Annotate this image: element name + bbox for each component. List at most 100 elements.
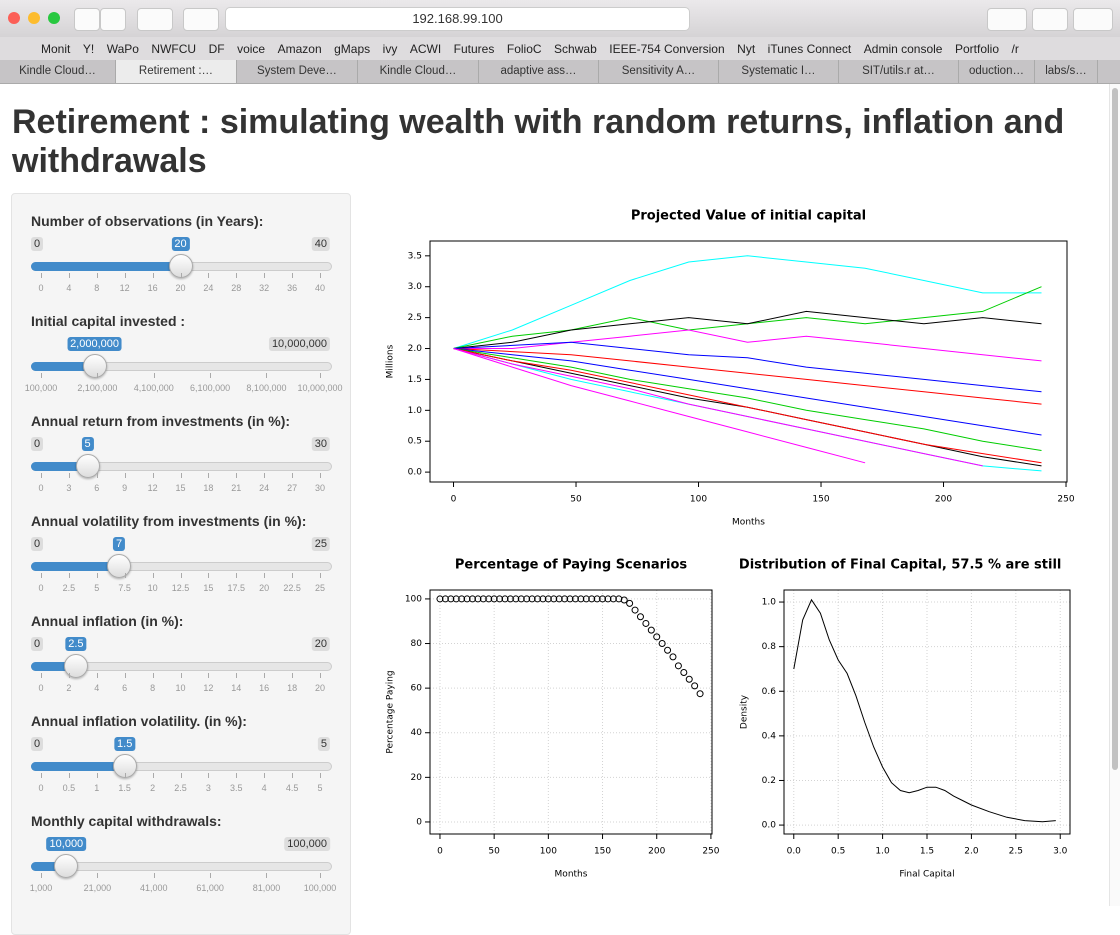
ghost-button[interactable] (183, 8, 219, 31)
slider-tick-label: 6 (94, 483, 100, 493)
slider-value: 2,000,000 (67, 337, 122, 351)
slider-thumb[interactable] (112, 754, 137, 778)
slider-max: 5 (317, 737, 330, 751)
slider-tick-label: 100,000 (303, 883, 337, 893)
forward-button[interactable] (100, 8, 126, 31)
download-button[interactable] (987, 8, 1027, 31)
slider-tick (96, 273, 98, 278)
plot-frame (783, 589, 1071, 835)
bookmark[interactable]: ivy (382, 41, 398, 56)
page-heading: Retirement : simulating wealth with rand… (12, 103, 1065, 180)
tab[interactable]: labs/s… (1035, 60, 1098, 83)
slider-tick-label: 10 (175, 683, 186, 693)
slider-tick (180, 273, 182, 278)
bookmark[interactable]: ACWI (409, 41, 442, 56)
x-axis-label: Months (732, 518, 765, 528)
slider-fill (31, 262, 181, 271)
slider-tick-label: 41,000 (139, 883, 168, 893)
slider-tick (152, 673, 154, 678)
address-bar[interactable]: 192.168.99.100 (225, 7, 690, 31)
slider-thumb[interactable] (107, 554, 132, 578)
data-line (453, 348, 1042, 451)
share-button[interactable] (1032, 8, 1068, 31)
data-line (453, 348, 983, 467)
tab[interactable]: Kindle Cloud… (0, 60, 116, 83)
slider-tick-label: 21 (231, 483, 242, 493)
data-point (436, 595, 444, 603)
slider-tick-label: 6 (122, 683, 128, 693)
back-button[interactable] (74, 8, 100, 31)
slider-tick (97, 873, 99, 878)
tab[interactable]: Kindle Cloud… (358, 60, 479, 83)
bookmark[interactable]: Portfolio (954, 41, 1000, 56)
slider-thumb[interactable] (54, 854, 79, 878)
bookmark[interactable]: Nyt (737, 41, 756, 56)
tab[interactable]: System Deve… (237, 60, 358, 83)
slider-thumb[interactable] (63, 654, 88, 678)
slider-tick-label: 7.5 (118, 583, 131, 593)
zoom-button[interactable] (48, 12, 60, 24)
bookmark[interactable]: Monit (41, 41, 71, 56)
x-tick-label: 250 (1057, 495, 1074, 505)
slider-tick (41, 773, 42, 778)
slider-tick-label: 17.5 (227, 583, 246, 593)
data-point (582, 595, 590, 603)
slider-tick (236, 573, 238, 578)
x-axis-label: Final Capital (899, 870, 954, 880)
bookmark[interactable]: IEEE-754 Conversion (609, 41, 725, 56)
bookmark[interactable]: Y! (82, 41, 95, 56)
y-axis-label: Density (740, 694, 750, 729)
slider-tick-label: 24 (203, 283, 214, 293)
y-tick-label: 0.8 (762, 642, 777, 652)
tab[interactable]: Systematic I… (719, 60, 839, 83)
tab[interactable]: SIT/utils.r at… (839, 60, 959, 83)
bookmark[interactable]: Schwab (554, 41, 597, 56)
slider-tick-label: 4 (66, 283, 72, 293)
slider-label: Annual inflation volatility. (in %): (31, 713, 247, 729)
slider-tick (320, 473, 321, 478)
slider-thumb[interactable] (82, 354, 107, 378)
close-button[interactable] (8, 12, 20, 24)
slider-tick (208, 673, 210, 678)
slider-tick (264, 573, 266, 578)
data-point (555, 595, 563, 603)
slider-tick (236, 673, 238, 678)
slider-tick-label: 8,100,000 (246, 383, 287, 393)
bookmark[interactable]: WaPo (106, 41, 139, 56)
tabs-button[interactable] (1073, 8, 1113, 31)
bookmark[interactable]: /r (1011, 41, 1019, 56)
bookmark[interactable]: DF (208, 41, 225, 56)
bookmark[interactable]: Admin console (863, 41, 943, 56)
slider-tick (292, 573, 294, 578)
sidebar-button[interactable] (137, 8, 173, 31)
tab[interactable]: adaptive ass… (479, 60, 599, 83)
tab[interactable]: oduction… (959, 60, 1035, 83)
slider-tick (41, 873, 42, 878)
slider-tick-label: 5 (317, 783, 323, 793)
bookmark[interactable]: gMaps (334, 41, 371, 56)
scrollbar[interactable] (1109, 84, 1120, 906)
tab[interactable]: Retirement :… (116, 60, 237, 83)
bookmark[interactable]: iTunes Connect (767, 41, 852, 56)
data-point (571, 595, 579, 603)
bookmark[interactable]: voice (237, 41, 266, 56)
slider-fill (31, 362, 95, 371)
slider-tick-label: 22.5 (283, 583, 301, 593)
bookmark[interactable]: NWFCU (151, 41, 197, 56)
slider-thumb[interactable] (75, 454, 100, 478)
scroll-thumb[interactable] (1112, 88, 1118, 770)
y-axis-label: Millions (386, 344, 396, 378)
bookmark[interactable]: FolioC (506, 41, 542, 56)
bookmark[interactable]: Futures (453, 41, 495, 56)
data-point (517, 595, 525, 603)
tab[interactable]: Sensitivity A… (599, 60, 719, 83)
slider-tick-label: 3 (205, 783, 211, 793)
slider-label: Annual inflation (in %): (31, 613, 184, 629)
slider-tick (264, 273, 266, 278)
slider-tick-label: 3 (66, 483, 72, 493)
bookmark[interactable]: Amazon (277, 41, 322, 56)
slider-tick (96, 473, 98, 478)
slider-tick (292, 673, 294, 678)
minimize-button[interactable] (28, 12, 40, 24)
